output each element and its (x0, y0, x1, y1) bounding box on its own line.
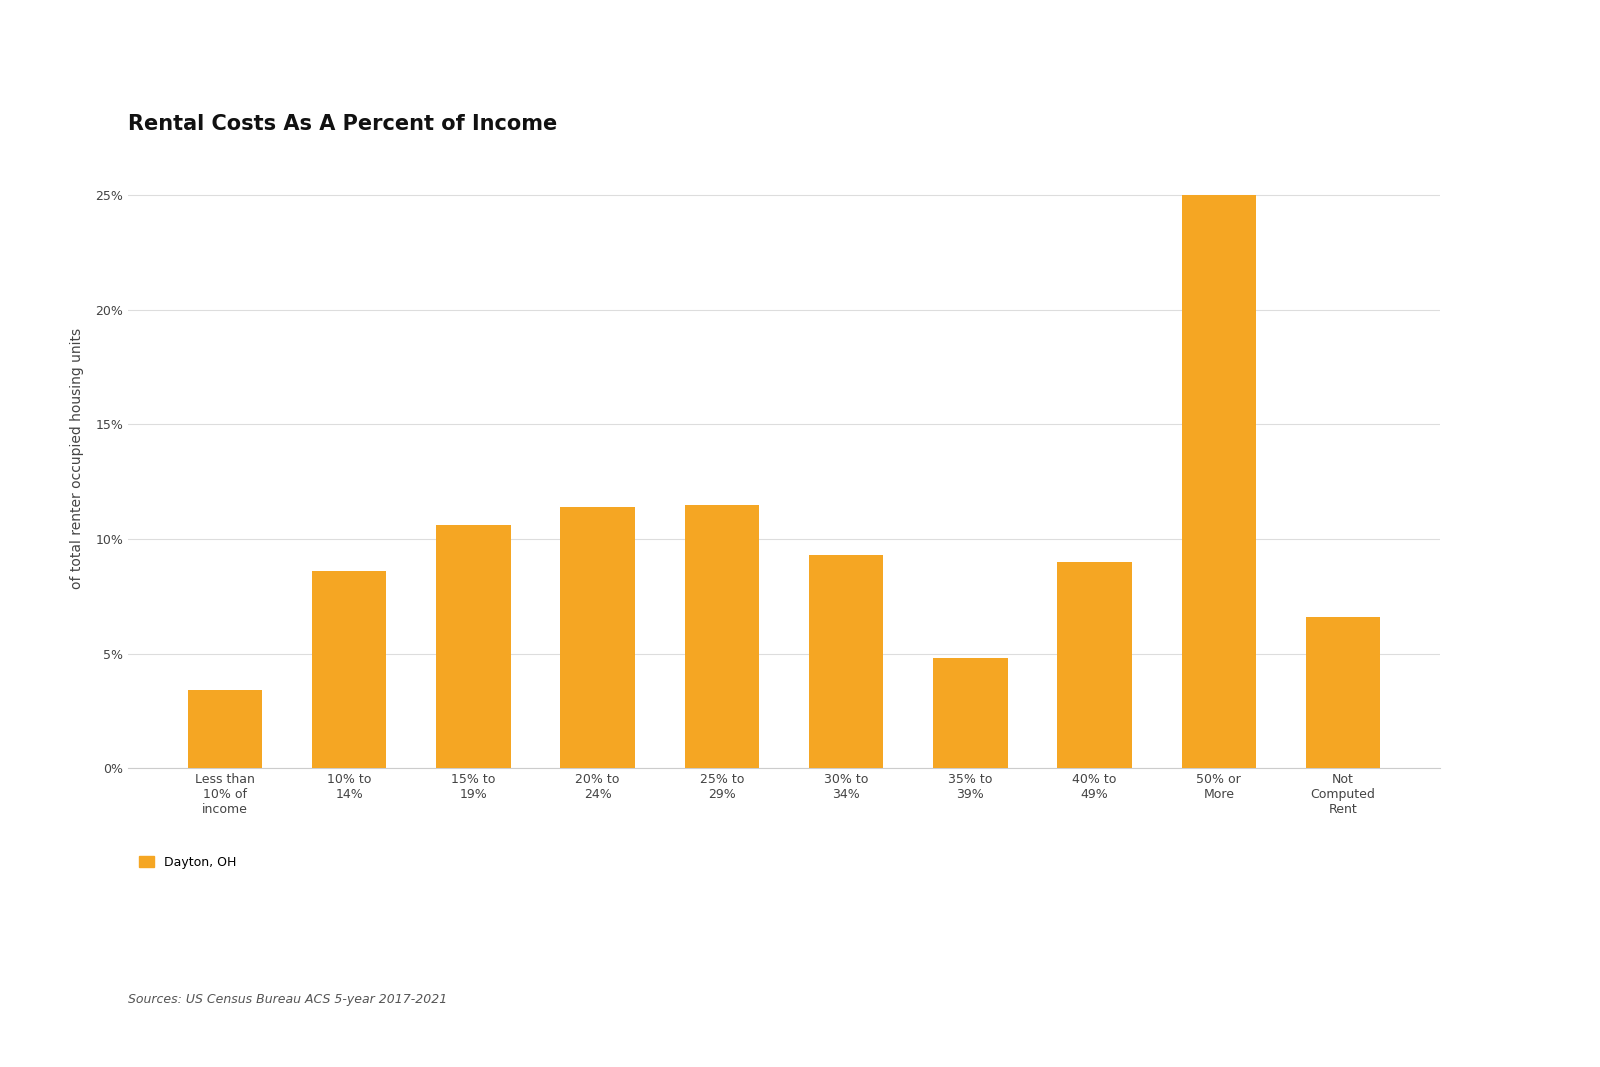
Bar (312, 571, 387, 768)
Bar (187, 690, 262, 768)
Bar (1058, 562, 1131, 768)
Text: Sources: US Census Bureau ACS 5-year 2017-2021: Sources: US Census Bureau ACS 5-year 201… (128, 993, 448, 1006)
Bar (810, 555, 883, 768)
Bar (933, 658, 1008, 768)
Text: Rental Costs As A Percent of Income: Rental Costs As A Percent of Income (128, 114, 557, 134)
Bar (685, 505, 758, 768)
Bar (560, 507, 635, 768)
Bar (1306, 617, 1381, 768)
Bar (1181, 195, 1256, 768)
Y-axis label: of total renter occupied housing units: of total renter occupied housing units (70, 329, 85, 589)
Legend: Dayton, OH: Dayton, OH (134, 851, 242, 874)
Bar (437, 525, 510, 768)
